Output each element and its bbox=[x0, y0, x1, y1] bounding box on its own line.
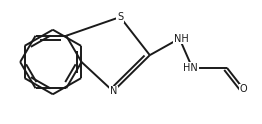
Text: NH: NH bbox=[174, 33, 189, 44]
Text: O: O bbox=[240, 84, 248, 94]
Text: S: S bbox=[117, 12, 123, 22]
Text: HN: HN bbox=[183, 63, 198, 73]
Text: N: N bbox=[110, 86, 117, 96]
